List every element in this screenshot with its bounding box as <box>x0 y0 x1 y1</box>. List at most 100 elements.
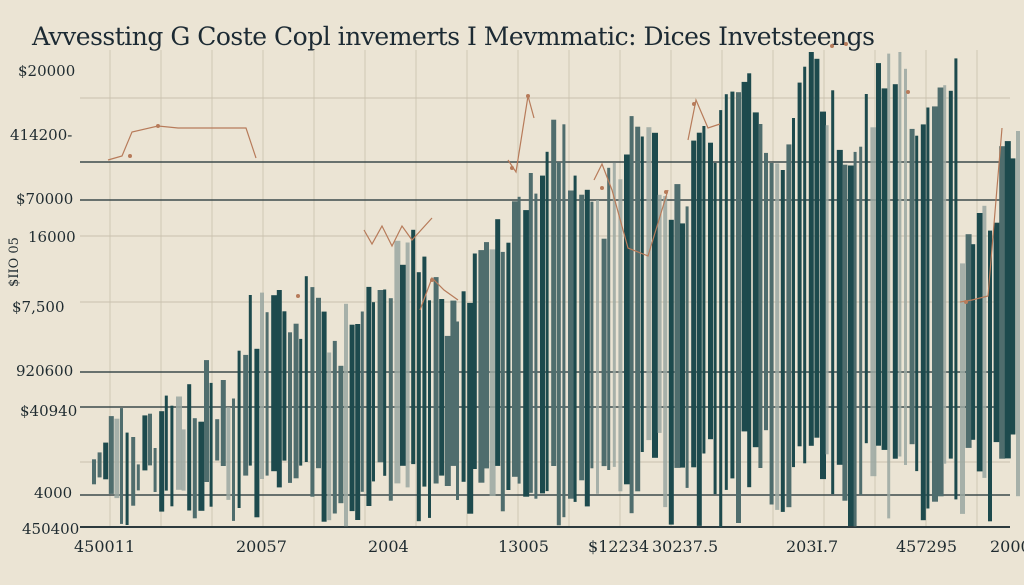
bar <box>349 324 355 512</box>
bar <box>478 250 485 483</box>
bar <box>624 154 630 485</box>
bar <box>209 382 213 507</box>
bar <box>260 292 264 479</box>
bar <box>232 398 235 521</box>
bar <box>159 411 165 512</box>
data-point <box>844 42 848 46</box>
bar <box>663 196 668 508</box>
bar <box>724 94 728 490</box>
bar <box>635 126 641 492</box>
bar <box>640 136 644 452</box>
bar <box>254 348 260 518</box>
bar <box>831 90 835 495</box>
bar <box>136 464 140 491</box>
bar <box>528 173 533 493</box>
bars <box>92 52 1020 527</box>
bar <box>517 196 521 484</box>
data-point <box>526 94 530 98</box>
bar <box>551 119 557 466</box>
bar <box>668 219 674 525</box>
bar <box>523 210 530 497</box>
bar <box>316 297 321 469</box>
bar <box>904 68 907 466</box>
bar <box>652 132 658 458</box>
bar <box>484 242 489 469</box>
bar <box>680 223 685 468</box>
bar <box>120 408 123 524</box>
data-point <box>600 186 604 190</box>
data-point <box>430 278 434 282</box>
bar <box>416 272 421 522</box>
bar <box>618 179 623 492</box>
trend-line <box>593 162 669 257</box>
bar <box>943 85 947 464</box>
bar <box>814 58 820 438</box>
bar <box>103 442 109 480</box>
bar <box>780 170 785 512</box>
bar <box>786 144 792 508</box>
trend-line <box>687 97 721 141</box>
bar <box>601 238 607 467</box>
bar <box>836 149 843 465</box>
x-tick-label: $12234 <box>588 537 649 556</box>
y-tick-label: $70000 <box>16 190 73 208</box>
bar <box>915 135 919 472</box>
x-tick-label: 2000 <box>990 537 1024 556</box>
bar <box>848 165 854 526</box>
bar <box>489 249 496 496</box>
bar <box>114 418 120 499</box>
chart-title: Avvessting G Coste Copl invemerts I Mevm… <box>32 22 875 51</box>
bar <box>769 163 774 505</box>
bar <box>215 419 220 461</box>
bar <box>355 324 361 520</box>
data-point <box>830 44 834 48</box>
x-tick-label: 20057 <box>236 537 287 556</box>
bar <box>674 184 681 468</box>
bar <box>540 175 545 494</box>
bar <box>226 407 231 500</box>
bar <box>92 459 96 485</box>
bar <box>204 360 209 482</box>
bar <box>993 222 1000 443</box>
bar <box>590 201 594 469</box>
data-point <box>156 124 160 128</box>
bar <box>534 193 538 499</box>
bar <box>450 300 457 466</box>
bar <box>360 311 364 492</box>
x-tick-label: 30237.5 <box>652 537 718 556</box>
bar <box>607 167 611 471</box>
data-point <box>296 294 300 298</box>
bar <box>999 146 1006 459</box>
bar <box>859 146 863 496</box>
bar <box>444 335 451 486</box>
x-tick-label: 203I.7 <box>786 537 838 556</box>
side-label: $IIO 05 <box>7 237 22 287</box>
bar <box>304 276 308 462</box>
bar <box>321 311 327 522</box>
bar <box>842 164 848 501</box>
bar <box>775 163 780 510</box>
bar <box>596 200 599 494</box>
bar <box>584 189 590 507</box>
bar <box>612 162 616 467</box>
x-tick-label: 457295 <box>896 537 957 556</box>
x-tick-label: 450011 <box>74 537 135 556</box>
data-point <box>964 300 968 304</box>
bar <box>982 205 987 478</box>
bar <box>657 194 662 433</box>
bar <box>937 87 944 497</box>
bar <box>366 286 372 506</box>
bar <box>685 206 689 488</box>
y-tick-label: 450400 <box>22 520 79 538</box>
bar <box>702 126 706 454</box>
bar <box>965 234 972 448</box>
bar <box>439 299 445 476</box>
bar <box>629 116 634 514</box>
bar <box>332 340 337 514</box>
bar <box>148 413 152 466</box>
bar <box>433 277 439 484</box>
data-point <box>128 154 132 158</box>
data-point <box>692 102 696 106</box>
bar <box>792 118 795 468</box>
